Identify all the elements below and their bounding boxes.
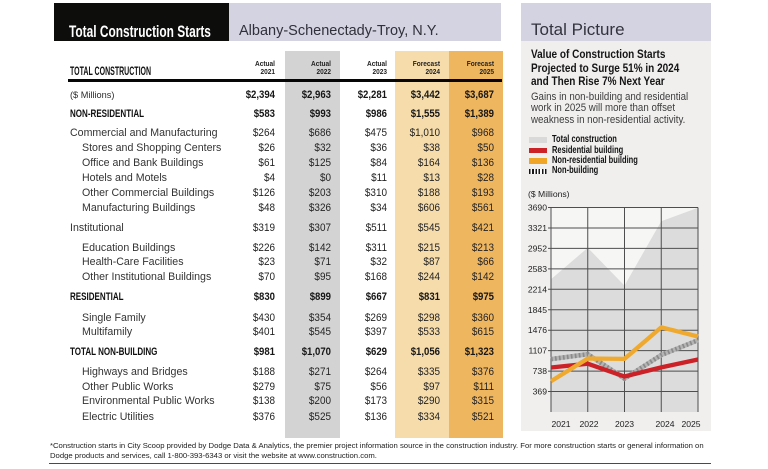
svg-text:3321: 3321: [528, 223, 547, 233]
svg-text:369: 369: [533, 387, 548, 397]
svg-text:738: 738: [533, 366, 548, 376]
svg-text:2952: 2952: [528, 243, 547, 253]
svg-text:2021: 2021: [551, 419, 570, 429]
svg-text:1107: 1107: [529, 346, 548, 356]
svg-text:2023: 2023: [615, 419, 634, 429]
svg-text:3690: 3690: [528, 203, 547, 213]
svg-text:1476: 1476: [528, 325, 547, 335]
svg-text:2024: 2024: [655, 419, 674, 429]
svg-text:2022: 2022: [579, 419, 598, 429]
svg-text:1845: 1845: [528, 305, 547, 315]
svg-text:2214: 2214: [528, 284, 547, 294]
svg-text:2583: 2583: [528, 264, 547, 274]
svg-text:2025: 2025: [681, 419, 700, 429]
